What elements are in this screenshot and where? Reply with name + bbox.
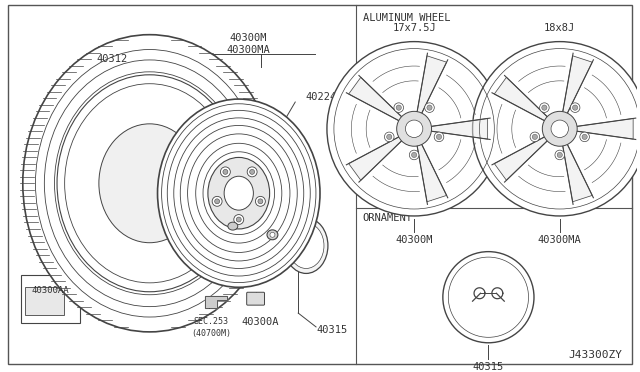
Polygon shape	[349, 136, 403, 180]
Ellipse shape	[258, 199, 263, 204]
Ellipse shape	[220, 167, 230, 177]
Ellipse shape	[436, 134, 442, 140]
Text: 18x8J: 18x8J	[544, 23, 575, 33]
Polygon shape	[563, 56, 592, 115]
Ellipse shape	[327, 42, 501, 216]
Text: 40300AA: 40300AA	[32, 286, 69, 295]
Polygon shape	[349, 77, 403, 121]
Ellipse shape	[23, 35, 276, 332]
Ellipse shape	[582, 134, 588, 140]
Ellipse shape	[443, 251, 534, 343]
Ellipse shape	[555, 150, 564, 160]
Ellipse shape	[224, 176, 253, 210]
Polygon shape	[205, 296, 227, 308]
Ellipse shape	[396, 105, 401, 110]
Text: 17x7.5J: 17x7.5J	[392, 23, 436, 33]
Ellipse shape	[557, 152, 563, 158]
Text: 40312: 40312	[97, 54, 127, 64]
Ellipse shape	[255, 196, 266, 206]
Ellipse shape	[397, 111, 431, 146]
Ellipse shape	[208, 157, 269, 229]
Ellipse shape	[212, 196, 222, 206]
Text: ALUMINUM WHEEL: ALUMINUM WHEEL	[363, 13, 450, 23]
Ellipse shape	[542, 105, 547, 110]
Ellipse shape	[405, 120, 423, 138]
Ellipse shape	[540, 103, 549, 112]
Ellipse shape	[427, 105, 432, 110]
Ellipse shape	[284, 218, 328, 273]
Bar	[25, 287, 65, 315]
Ellipse shape	[530, 132, 540, 142]
Polygon shape	[417, 56, 447, 115]
Polygon shape	[563, 143, 592, 202]
Text: J43300ZY: J43300ZY	[568, 350, 622, 360]
Ellipse shape	[580, 132, 589, 142]
Text: 40315: 40315	[316, 325, 348, 335]
Text: 40300M: 40300M	[230, 33, 268, 43]
Ellipse shape	[57, 75, 242, 292]
Polygon shape	[575, 118, 633, 139]
Ellipse shape	[573, 105, 578, 110]
Ellipse shape	[288, 223, 324, 269]
Ellipse shape	[223, 169, 228, 174]
Text: SEC.253: SEC.253	[193, 317, 228, 327]
Polygon shape	[429, 118, 488, 139]
Ellipse shape	[99, 124, 200, 243]
Ellipse shape	[542, 111, 577, 146]
Text: 40300MA: 40300MA	[538, 235, 582, 245]
Ellipse shape	[236, 217, 241, 222]
Ellipse shape	[387, 134, 392, 140]
Text: ORNAMENT: ORNAMENT	[363, 213, 413, 223]
Ellipse shape	[570, 103, 580, 112]
FancyBboxPatch shape	[246, 292, 264, 305]
Ellipse shape	[270, 232, 275, 237]
Polygon shape	[417, 143, 447, 202]
Ellipse shape	[214, 199, 220, 204]
Ellipse shape	[228, 222, 238, 230]
Text: 40224: 40224	[305, 92, 337, 102]
Ellipse shape	[250, 169, 255, 174]
Text: 40300MA: 40300MA	[227, 45, 271, 55]
Ellipse shape	[385, 132, 394, 142]
Text: 40315: 40315	[473, 362, 504, 372]
Polygon shape	[494, 136, 548, 180]
Polygon shape	[494, 77, 548, 121]
Text: (40700M): (40700M)	[191, 329, 231, 339]
Ellipse shape	[434, 132, 444, 142]
Ellipse shape	[412, 152, 417, 158]
Text: 40300A: 40300A	[242, 317, 279, 327]
Bar	[21, 275, 80, 323]
Text: 40300M: 40300M	[396, 235, 433, 245]
Ellipse shape	[247, 167, 257, 177]
Ellipse shape	[234, 215, 244, 224]
Ellipse shape	[267, 230, 278, 240]
Ellipse shape	[157, 99, 320, 287]
Ellipse shape	[410, 150, 419, 160]
Ellipse shape	[425, 103, 435, 112]
Ellipse shape	[532, 134, 538, 140]
Ellipse shape	[472, 42, 640, 216]
Ellipse shape	[551, 120, 568, 138]
Ellipse shape	[394, 103, 404, 112]
